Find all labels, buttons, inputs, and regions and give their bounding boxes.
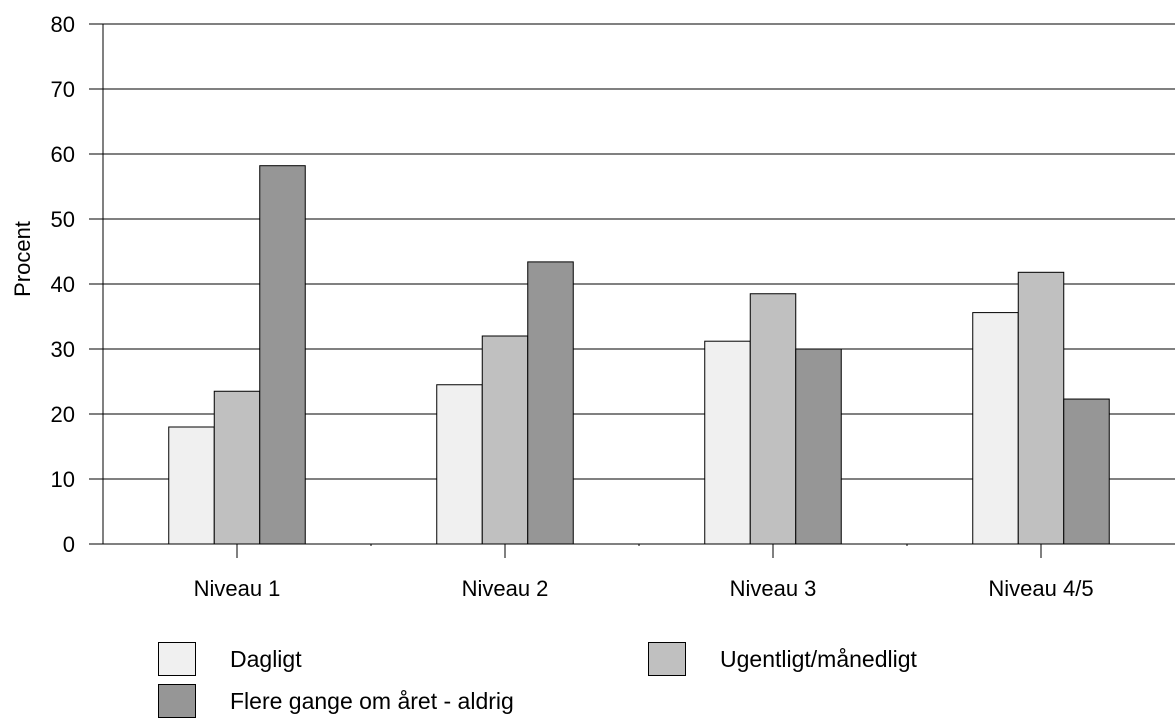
y-tick-label: 60 bbox=[51, 142, 75, 167]
bar bbox=[436, 384, 483, 545]
y-tick-label: 30 bbox=[51, 337, 75, 362]
bar bbox=[259, 165, 306, 545]
bar bbox=[1063, 398, 1110, 545]
legend-label-flere-gange: Flere gange om året - aldrig bbox=[230, 687, 514, 714]
bars bbox=[168, 165, 1110, 545]
legend-item-ugentligt: Ugentligt/månedligt bbox=[648, 642, 917, 676]
bar bbox=[527, 261, 574, 545]
bar bbox=[481, 335, 529, 545]
y-axis-title: Procent bbox=[10, 221, 35, 297]
legend-swatch-flere-gange bbox=[158, 684, 196, 718]
bar bbox=[213, 390, 261, 545]
bar bbox=[795, 348, 842, 545]
bar bbox=[1017, 271, 1065, 545]
legend-swatch-ugentligt bbox=[648, 642, 686, 676]
legend-item-dagligt: Dagligt bbox=[158, 642, 302, 676]
y-tick-label: 50 bbox=[51, 207, 75, 232]
legend-swatch-dagligt bbox=[158, 642, 196, 676]
bar bbox=[704, 340, 751, 545]
bar bbox=[749, 293, 797, 545]
y-tick-label: 40 bbox=[51, 272, 75, 297]
axes: 0 10 20 30 40 50 60 70 80 Niveau 1 Niveau 2 Niveau … bbox=[51, 12, 1175, 601]
legend-label-ugentligt: Ugentligt/månedligt bbox=[720, 645, 917, 672]
y-tick-label: 0 bbox=[63, 532, 75, 557]
y-tick-label: 20 bbox=[51, 402, 75, 427]
bar bbox=[972, 312, 1019, 545]
bar-chart: 0 10 20 30 40 50 60 70 80 Niveau 1 Niveau 2 Niveau … bbox=[10, 12, 1175, 601]
bar bbox=[168, 426, 215, 545]
legend-label-dagligt: Dagligt bbox=[230, 645, 302, 672]
x-tick-label: Niveau 3 bbox=[730, 576, 817, 601]
y-tick-label: 10 bbox=[51, 467, 75, 492]
y-tick-label: 70 bbox=[51, 77, 75, 102]
x-tick-label: Niveau 2 bbox=[462, 576, 549, 601]
x-tick-label: Niveau 4/5 bbox=[988, 576, 1093, 601]
legend-item-flere-gange: Flere gange om året - aldrig bbox=[158, 684, 514, 718]
x-tick-label: Niveau 1 bbox=[194, 576, 281, 601]
y-tick-label: 80 bbox=[51, 12, 75, 37]
